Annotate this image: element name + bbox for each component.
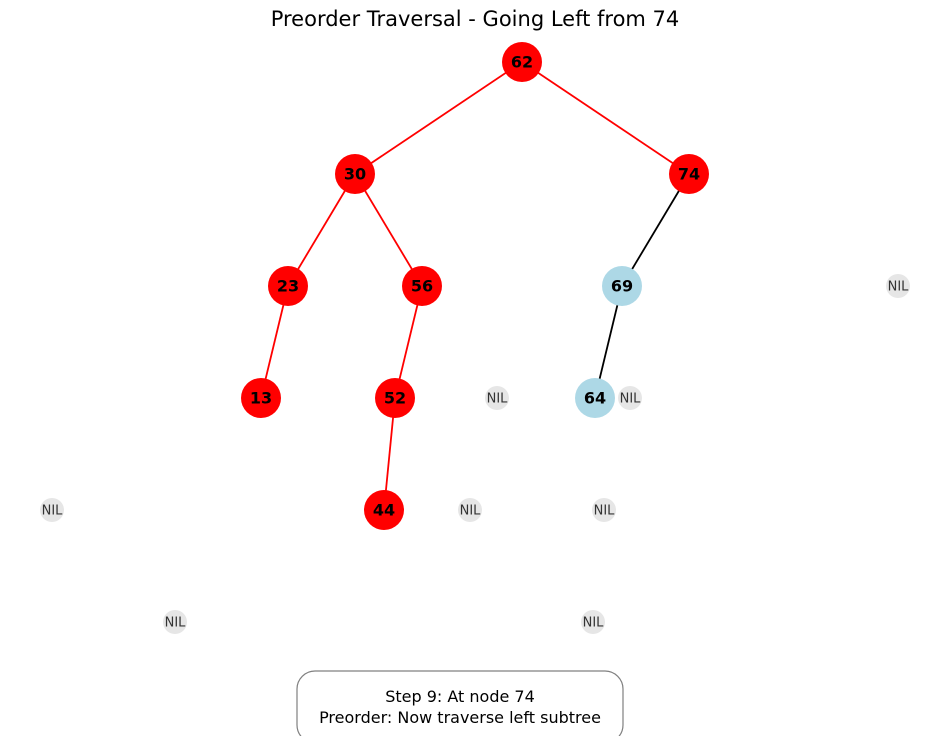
edge-62-74 <box>521 61 690 175</box>
tree-node-label: 56 <box>411 277 433 296</box>
nil-node-label: NIL <box>460 504 482 519</box>
tree-node-23: 23 <box>268 266 308 306</box>
status-preorder-text: Preorder: Now traverse left subtree <box>319 708 601 727</box>
tree-node-circle <box>602 266 642 306</box>
edge-30-23 <box>287 173 356 287</box>
nil-node-label: NIL <box>594 504 616 519</box>
nil-node: NIL <box>592 498 616 522</box>
nil-node-circle <box>485 386 509 410</box>
nil-node-label: NIL <box>165 616 187 631</box>
tree-node-74: 74 <box>669 154 709 194</box>
tree-node-label: 74 <box>678 165 700 184</box>
tree-node-circle <box>502 42 542 82</box>
nil-node-label: NIL <box>583 616 605 631</box>
nil-node-circle <box>592 498 616 522</box>
tree-node-62: 62 <box>502 42 542 82</box>
edge-74-69 <box>621 173 690 287</box>
nil-nodes-layer: NIL NIL NIL NIL NIL NIL NIL NIL <box>40 274 910 634</box>
tree-node-circle <box>364 490 404 530</box>
tree-node-circle <box>669 154 709 194</box>
tree-node-30: 30 <box>335 154 375 194</box>
tree-node-circle <box>268 266 308 306</box>
nil-node: NIL <box>458 498 482 522</box>
tree-node-label: 69 <box>611 277 633 296</box>
nil-node: NIL <box>485 386 509 410</box>
nil-node-circle <box>163 610 187 634</box>
tree-node-label: 52 <box>384 389 406 408</box>
nodes-layer: 62 30 74 23 56 69 13 52 64 44 <box>241 42 709 530</box>
tree-node-69: 69 <box>602 266 642 306</box>
tree-node-label: 23 <box>277 277 299 296</box>
tree-node-label: 44 <box>373 501 395 520</box>
tree-node-circle <box>402 266 442 306</box>
nil-node-circle <box>618 386 642 410</box>
tree-node-label: 62 <box>511 53 533 72</box>
tree-node-56: 56 <box>402 266 442 306</box>
nil-node-label: NIL <box>620 392 642 407</box>
tree-node-13: 13 <box>241 378 281 418</box>
nil-node: NIL <box>163 610 187 634</box>
tree-node-label: 30 <box>344 165 366 184</box>
nil-node-circle <box>458 498 482 522</box>
nil-node-label: NIL <box>487 392 509 407</box>
nil-node: NIL <box>618 386 642 410</box>
tree-node-circle <box>335 154 375 194</box>
status-box: Step 9: At node 74 Preorder: Now travers… <box>296 670 624 736</box>
diagram-title: Preorder Traversal - Going Left from 74 <box>271 7 680 31</box>
status-box-frame <box>296 670 624 736</box>
nil-node-circle <box>886 274 910 298</box>
nil-node: NIL <box>886 274 910 298</box>
status-step-text: Step 9: At node 74 <box>385 687 535 706</box>
edge-62-30 <box>354 61 523 175</box>
nil-node: NIL <box>40 498 64 522</box>
tree-node-circle <box>241 378 281 418</box>
tree-node-label: 13 <box>250 389 272 408</box>
nil-node-label: NIL <box>888 280 910 295</box>
tree-node-64: 64 <box>575 378 615 418</box>
edge-30-56 <box>354 173 423 287</box>
tree-node-52: 52 <box>375 378 415 418</box>
nil-node-circle <box>40 498 64 522</box>
tree-node-44: 44 <box>364 490 404 530</box>
tree-node-circle <box>375 378 415 418</box>
nil-node: NIL <box>581 610 605 634</box>
tree-node-label: 64 <box>584 389 606 408</box>
nil-node-label: NIL <box>42 504 64 519</box>
tree-node-circle <box>575 378 615 418</box>
nil-node-circle <box>581 610 605 634</box>
